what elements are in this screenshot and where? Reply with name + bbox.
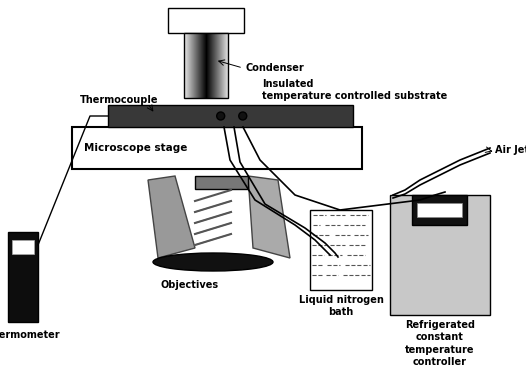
Bar (310, 210, 372, 290)
Bar (198, 33, 199, 98)
Text: Condenser: Condenser (245, 63, 304, 73)
Bar (212, 33, 213, 98)
Bar (195, 33, 196, 98)
Bar (223, 33, 224, 98)
Bar (226, 33, 227, 98)
Bar (194, 33, 195, 98)
Bar (203, 33, 204, 98)
Bar (8, 232, 38, 322)
Bar (227, 33, 228, 98)
Bar (217, 33, 218, 98)
Bar (221, 33, 222, 98)
Text: Thermocouple: Thermocouple (80, 95, 158, 105)
Text: Liquid nitrogen
bath: Liquid nitrogen bath (299, 295, 383, 317)
Bar (168, 8, 244, 33)
Bar (205, 33, 206, 98)
Bar (189, 33, 190, 98)
Bar (222, 33, 223, 98)
Bar (108, 105, 353, 127)
Bar (216, 33, 217, 98)
Bar (186, 33, 187, 98)
Text: Microscope stage: Microscope stage (84, 143, 187, 153)
Bar (225, 33, 226, 98)
Bar (412, 195, 467, 225)
Bar (224, 33, 225, 98)
Bar (185, 33, 186, 98)
Bar (192, 33, 193, 98)
Bar (213, 33, 214, 98)
Bar (199, 33, 200, 98)
Bar (12, 240, 34, 254)
Bar (208, 33, 209, 98)
Bar (193, 33, 194, 98)
Polygon shape (248, 176, 290, 258)
Text: Objectives: Objectives (161, 280, 219, 290)
Bar (184, 33, 185, 98)
Bar (214, 33, 215, 98)
Bar (195, 176, 248, 189)
Bar (390, 195, 490, 315)
Bar (190, 33, 191, 98)
Bar (220, 33, 221, 98)
Bar (196, 33, 197, 98)
Bar (215, 33, 216, 98)
Bar (218, 33, 219, 98)
Bar (191, 33, 192, 98)
Polygon shape (148, 176, 195, 258)
Circle shape (217, 112, 225, 120)
Ellipse shape (153, 253, 273, 271)
Bar (204, 33, 205, 98)
Bar (417, 203, 462, 217)
Bar (72, 127, 362, 169)
Bar (209, 33, 210, 98)
Bar (219, 33, 220, 98)
Circle shape (239, 112, 247, 120)
Text: Thermometer: Thermometer (0, 330, 60, 340)
Bar (187, 33, 188, 98)
Text: Air Jet: Air Jet (495, 145, 526, 155)
Bar (200, 33, 201, 98)
Bar (188, 33, 189, 98)
Bar (206, 33, 207, 98)
Text: Refrigerated
constant
temperature
controller: Refrigerated constant temperature contro… (405, 320, 475, 367)
Bar (202, 33, 203, 98)
Bar (184, 33, 228, 98)
Bar (207, 33, 208, 98)
Bar (197, 33, 198, 98)
Text: Insulated
temperature controlled substrate: Insulated temperature controlled substra… (262, 79, 447, 101)
Bar (210, 33, 211, 98)
Bar (201, 33, 202, 98)
Bar (211, 33, 212, 98)
